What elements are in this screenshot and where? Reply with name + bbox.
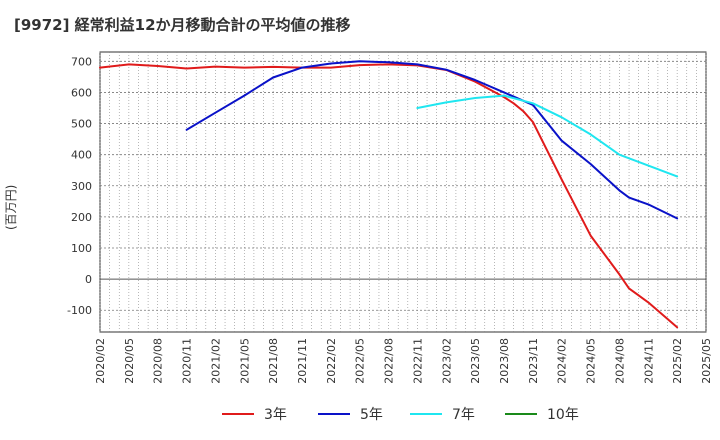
x-tick-label: 2021/05 xyxy=(238,338,251,384)
x-tick-label: 2024/08 xyxy=(613,338,626,384)
x-tick-label: 2025/02 xyxy=(671,338,684,384)
legend-label: 3年 xyxy=(264,407,287,423)
x-tick-label: 2023/05 xyxy=(469,338,482,384)
x-tick-label: 2022/11 xyxy=(411,338,424,384)
x-tick-label: 2023/02 xyxy=(440,338,453,384)
y-tick-label: 600 xyxy=(71,86,92,99)
x-tick-label: 2021/11 xyxy=(296,338,309,384)
legend-label: 7年 xyxy=(452,407,475,423)
y-tick-label: 200 xyxy=(71,211,92,224)
y-tick-label: 300 xyxy=(71,180,92,193)
x-tick-label: 2024/11 xyxy=(642,338,655,384)
legend-label: 5年 xyxy=(360,407,383,423)
x-tick-label: 2023/08 xyxy=(498,338,511,384)
y-tick-label: 100 xyxy=(71,242,92,255)
x-tick-label: 2024/05 xyxy=(585,338,598,384)
x-tick-label: 2024/02 xyxy=(556,338,569,384)
x-tick-label: 2022/02 xyxy=(325,338,338,384)
x-tick-label: 2021/08 xyxy=(267,338,280,384)
x-tick-label: 2022/08 xyxy=(383,338,396,384)
x-tick-label: 2025/05 xyxy=(700,338,713,384)
x-tick-label: 2023/11 xyxy=(527,338,540,384)
y-tick-label: 500 xyxy=(71,118,92,131)
y-tick-label: 0 xyxy=(85,273,92,286)
series-line xyxy=(416,94,679,178)
x-tick-label: 2022/05 xyxy=(354,338,367,384)
x-tick-label: 2021/02 xyxy=(209,338,222,384)
plot-area xyxy=(99,51,707,333)
x-tick-label: 2020/08 xyxy=(152,338,165,384)
x-tick-label: 2020/11 xyxy=(181,338,194,384)
y-tick-label: -100 xyxy=(67,304,92,317)
legend-label: 10年 xyxy=(547,407,579,423)
x-tick-label: 2020/05 xyxy=(123,338,136,384)
y-tick-label: 700 xyxy=(71,55,92,68)
series-line xyxy=(185,60,679,220)
x-tick-label: 2020/02 xyxy=(94,338,107,384)
y-tick-label: 400 xyxy=(71,149,92,162)
chart-title: [9972] 経常利益12か月移動合計の平均値の推移 xyxy=(14,16,351,34)
